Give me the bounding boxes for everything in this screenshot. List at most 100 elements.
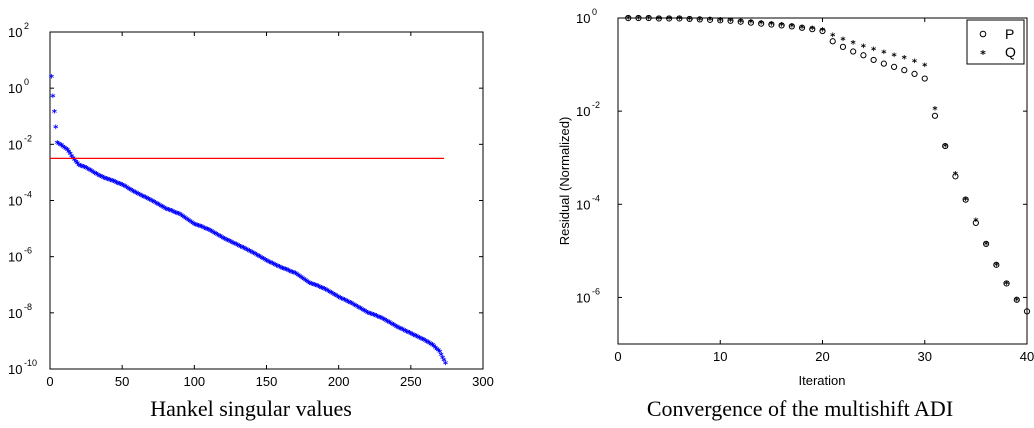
data-point-p	[839, 43, 847, 50]
data-point: *	[160, 203, 166, 214]
data-point: *	[221, 234, 227, 245]
series-layer: **** * *** * * * *********************** ******…	[49, 73, 449, 370]
x-tick-label: 150	[256, 374, 278, 389]
data-point: *	[326, 287, 332, 298]
data-point: *	[418, 335, 424, 346]
data-point: *	[372, 312, 378, 323]
data-point: *	[342, 296, 348, 307]
data-point-q: *	[748, 18, 754, 29]
data-point: *	[392, 322, 398, 333]
data-point: *	[189, 218, 195, 229]
legend-box	[966, 19, 1025, 65]
y-tick-label: 10	[576, 104, 590, 119]
data-point: *	[184, 215, 190, 226]
data-point-p	[829, 38, 836, 45]
x-tick-label: 20	[815, 349, 829, 364]
data-point: *	[421, 336, 427, 347]
data-point: *	[413, 332, 419, 343]
data-point: *	[144, 194, 150, 205]
data-point: *	[239, 244, 245, 255]
data-point-q: *	[851, 39, 857, 50]
data-point: *	[343, 297, 349, 308]
data-point-p	[972, 219, 979, 227]
data-point: *	[420, 336, 426, 347]
data-point: *	[355, 303, 361, 314]
y-tick-label: 10	[8, 250, 22, 265]
data-point: *	[410, 331, 416, 342]
data-point: *	[307, 279, 313, 290]
data-point-p	[880, 60, 887, 67]
data-point: *	[141, 193, 147, 204]
data-point: *	[325, 287, 331, 298]
data-point: *	[50, 93, 56, 104]
data-point: *	[228, 238, 234, 249]
data-point: *	[407, 329, 413, 340]
data-point: *	[138, 192, 144, 203]
data-point: *	[365, 309, 371, 320]
data-point-q: *	[779, 21, 785, 32]
data-point-p	[798, 24, 806, 31]
data-point: *	[137, 191, 143, 202]
data-point: *	[92, 169, 98, 180]
data-point: *	[78, 162, 84, 173]
data-point: *	[219, 234, 225, 245]
data-point: *	[150, 197, 156, 208]
data-point: *	[128, 186, 134, 197]
data-point: *	[378, 314, 384, 325]
data-point: *	[203, 225, 209, 236]
data-point: *	[274, 262, 280, 273]
data-point: *	[63, 145, 69, 156]
data-point: *	[170, 208, 176, 219]
data-point: *	[176, 210, 182, 221]
data-point: *	[76, 161, 82, 172]
data-point: *	[303, 276, 309, 287]
data-point: *	[153, 199, 159, 210]
data-point: *	[53, 123, 59, 134]
data-point: *	[376, 313, 382, 324]
data-point-q: *	[697, 15, 703, 26]
data-point-q: *	[912, 57, 918, 68]
data-point: *	[443, 359, 449, 370]
data-point: *	[206, 226, 212, 237]
data-point: *	[304, 277, 310, 288]
data-point: *	[60, 143, 66, 154]
data-point-q: *	[789, 22, 795, 33]
data-point-p	[706, 16, 714, 23]
data-point: *	[199, 223, 205, 234]
plot-frame	[617, 17, 1028, 345]
data-point-q: *	[943, 142, 949, 153]
x-axis-label: Iteration	[799, 373, 846, 388]
data-point-q: *	[769, 20, 775, 31]
data-point-p	[625, 14, 632, 22]
data-point: *	[358, 305, 364, 316]
data-point: *	[200, 224, 206, 235]
data-point: *	[172, 208, 178, 219]
data-point: *	[68, 150, 74, 161]
data-point-p	[911, 70, 918, 77]
data-point: *	[423, 337, 429, 348]
data-point: *	[222, 235, 228, 246]
data-point: *	[375, 313, 381, 324]
data-point: *	[335, 293, 341, 304]
data-point: *	[319, 284, 325, 295]
data-point-p	[635, 14, 642, 22]
data-point: *	[210, 229, 216, 240]
data-point: *	[169, 207, 175, 218]
data-point: *	[379, 314, 385, 325]
data-point: *	[225, 237, 231, 248]
data-point: *	[73, 158, 79, 169]
y-tick-exponent: -6	[592, 286, 600, 296]
data-point: *	[361, 306, 367, 317]
data-point: *	[209, 228, 215, 239]
data-point: *	[154, 200, 160, 211]
x-axis: 0 10 20 30 40	[614, 18, 1034, 364]
data-point: *	[88, 167, 94, 178]
x-tick-label: 40	[1020, 349, 1034, 364]
data-point: *	[85, 165, 91, 176]
data-point: *	[428, 340, 434, 351]
data-point: *	[436, 347, 442, 358]
data-point: *	[404, 328, 410, 339]
data-point: *	[229, 239, 235, 250]
data-point: *	[329, 289, 335, 300]
